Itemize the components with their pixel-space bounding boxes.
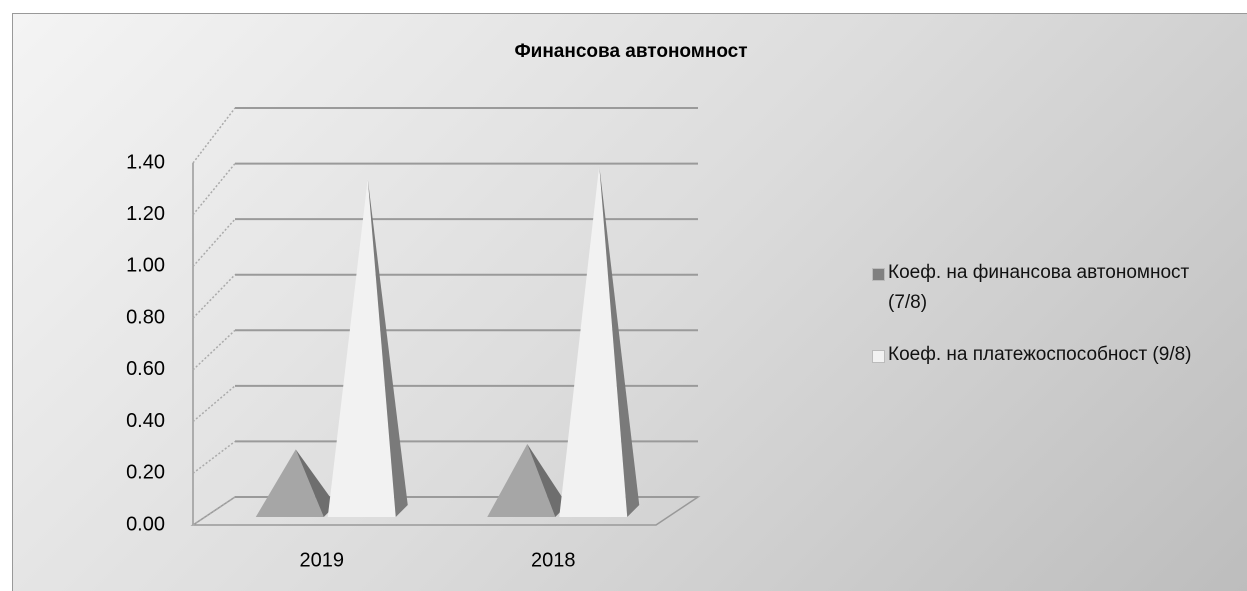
side-grid-line (192, 274, 236, 319)
pyramid-side (367, 178, 408, 517)
pyramid-face (327, 178, 396, 517)
side-grid-line (192, 440, 236, 474)
x-tick-label: 2018 (531, 549, 576, 571)
pyramid-side (295, 449, 336, 517)
legend-swatch (872, 350, 885, 363)
y-tick-label: 1.20 (126, 203, 165, 225)
y-tick-label: 1.00 (126, 255, 165, 277)
legend-swatch (872, 268, 885, 281)
pyramid-side (527, 444, 568, 517)
pyramid-face (487, 444, 556, 517)
pyramid-face (255, 449, 324, 517)
side-grid-line (192, 218, 236, 267)
side-grid-line (192, 107, 236, 164)
y-tick-label: 0.00 (126, 513, 165, 535)
side-grid-line (192, 329, 236, 371)
x-tick-label: 2019 (300, 549, 345, 571)
legend-entry: Коеф. на платежоспособност (9/8) (872, 340, 1232, 370)
legend: Коеф. на финансова автономност (7/8) Коеф… (872, 258, 1232, 392)
side-grid-line (192, 496, 236, 526)
legend-label: Коеф. на платежоспособност (9/8) (888, 344, 1192, 365)
pyramid-face (559, 165, 628, 517)
legend-entry: Коеф. на финансова автономност (7/8) (872, 258, 1232, 318)
y-tick-label: 0.80 (126, 306, 165, 328)
y-tick-label: 0.60 (126, 358, 165, 380)
y-tick-label: 0.20 (126, 462, 165, 484)
pyramid-side (599, 165, 640, 517)
y-tick-label: 1.40 (126, 151, 165, 173)
side-grid-line (192, 385, 236, 423)
y-tick-label: 0.40 (126, 410, 165, 432)
side-grid-line (192, 163, 236, 216)
legend-label: Коеф. на финансова автономност (7/8) (888, 262, 1190, 313)
chart-title: Финансова автономност (514, 41, 747, 62)
